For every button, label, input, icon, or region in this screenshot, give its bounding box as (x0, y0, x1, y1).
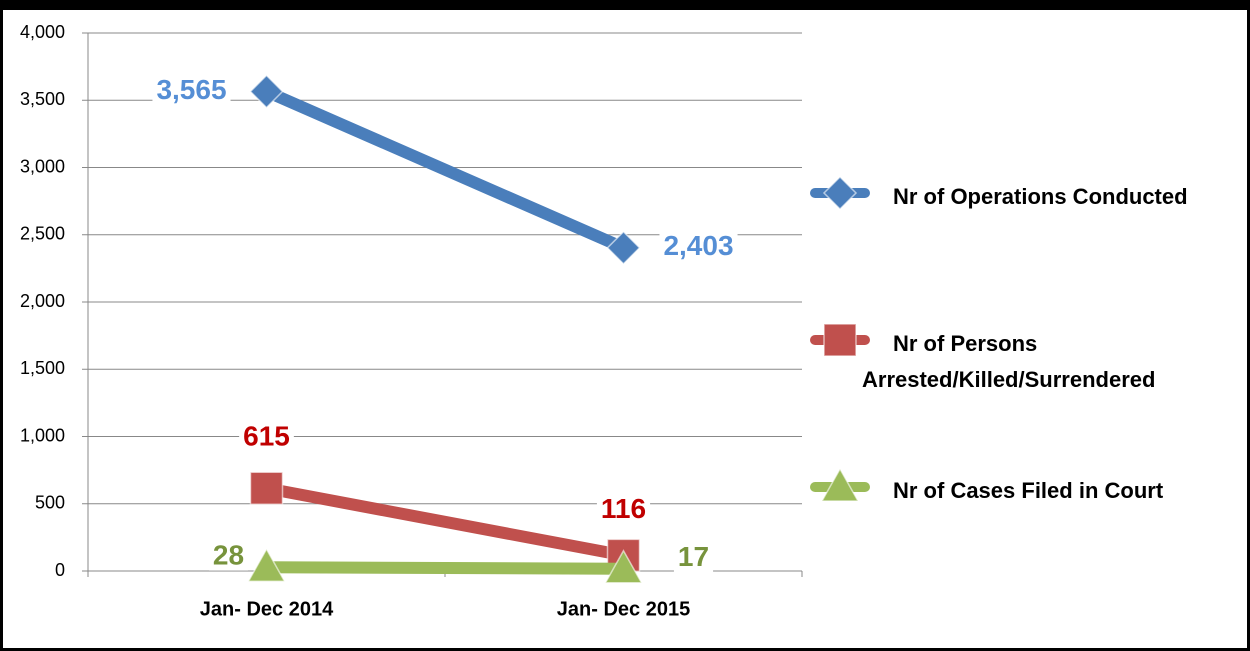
legend-label: Nr of Persons Arrested/Killed/Surrendere… (862, 331, 1156, 392)
label-bg (596, 492, 651, 524)
y-tick-label: 500 (35, 493, 65, 513)
data-label: 116 (601, 493, 646, 524)
label-bg (673, 541, 714, 573)
y-tick-label: 0 (55, 560, 65, 580)
y-tick-label: 2,000 (20, 291, 65, 311)
data-label: 615 (243, 421, 290, 452)
marker (247, 547, 286, 582)
series-line (260, 85, 630, 254)
label-bg (659, 230, 738, 262)
label-bg (239, 420, 294, 452)
series-line (260, 561, 630, 575)
x-tick-label: Jan- Dec 2015 (557, 598, 690, 620)
marker (820, 467, 860, 502)
marker (604, 549, 643, 584)
data-label: 17 (678, 541, 709, 572)
marker (822, 175, 858, 211)
legend-label: Nr of Operations Conducted (893, 184, 1188, 209)
y-tick-label: 3,500 (20, 89, 65, 109)
y-tick-label: 4,000 (20, 22, 65, 42)
label-bg (208, 539, 249, 571)
data-label: 28 (213, 540, 244, 571)
marker (249, 74, 284, 109)
label-bg (152, 73, 231, 105)
marker (249, 471, 284, 506)
series-line (260, 482, 630, 562)
data-label: 3,565 (156, 74, 226, 105)
data-label: 2,403 (663, 230, 733, 261)
y-tick-label: 2,500 (20, 224, 65, 244)
x-tick-label: Jan- Dec 2014 (200, 598, 334, 620)
marker (823, 323, 857, 357)
marker (606, 230, 641, 265)
chart: 0 500 1,000 1,500 2,000 2,500 3,000 3,500 4,000 J… (20, 22, 870, 620)
y-tick-label: 1,000 (20, 425, 65, 445)
legend-label: Nr of Cases Filed in Court (893, 478, 1164, 503)
y-tick-label: 1,500 (20, 358, 65, 378)
y-tick-label: 3,000 (20, 156, 65, 176)
